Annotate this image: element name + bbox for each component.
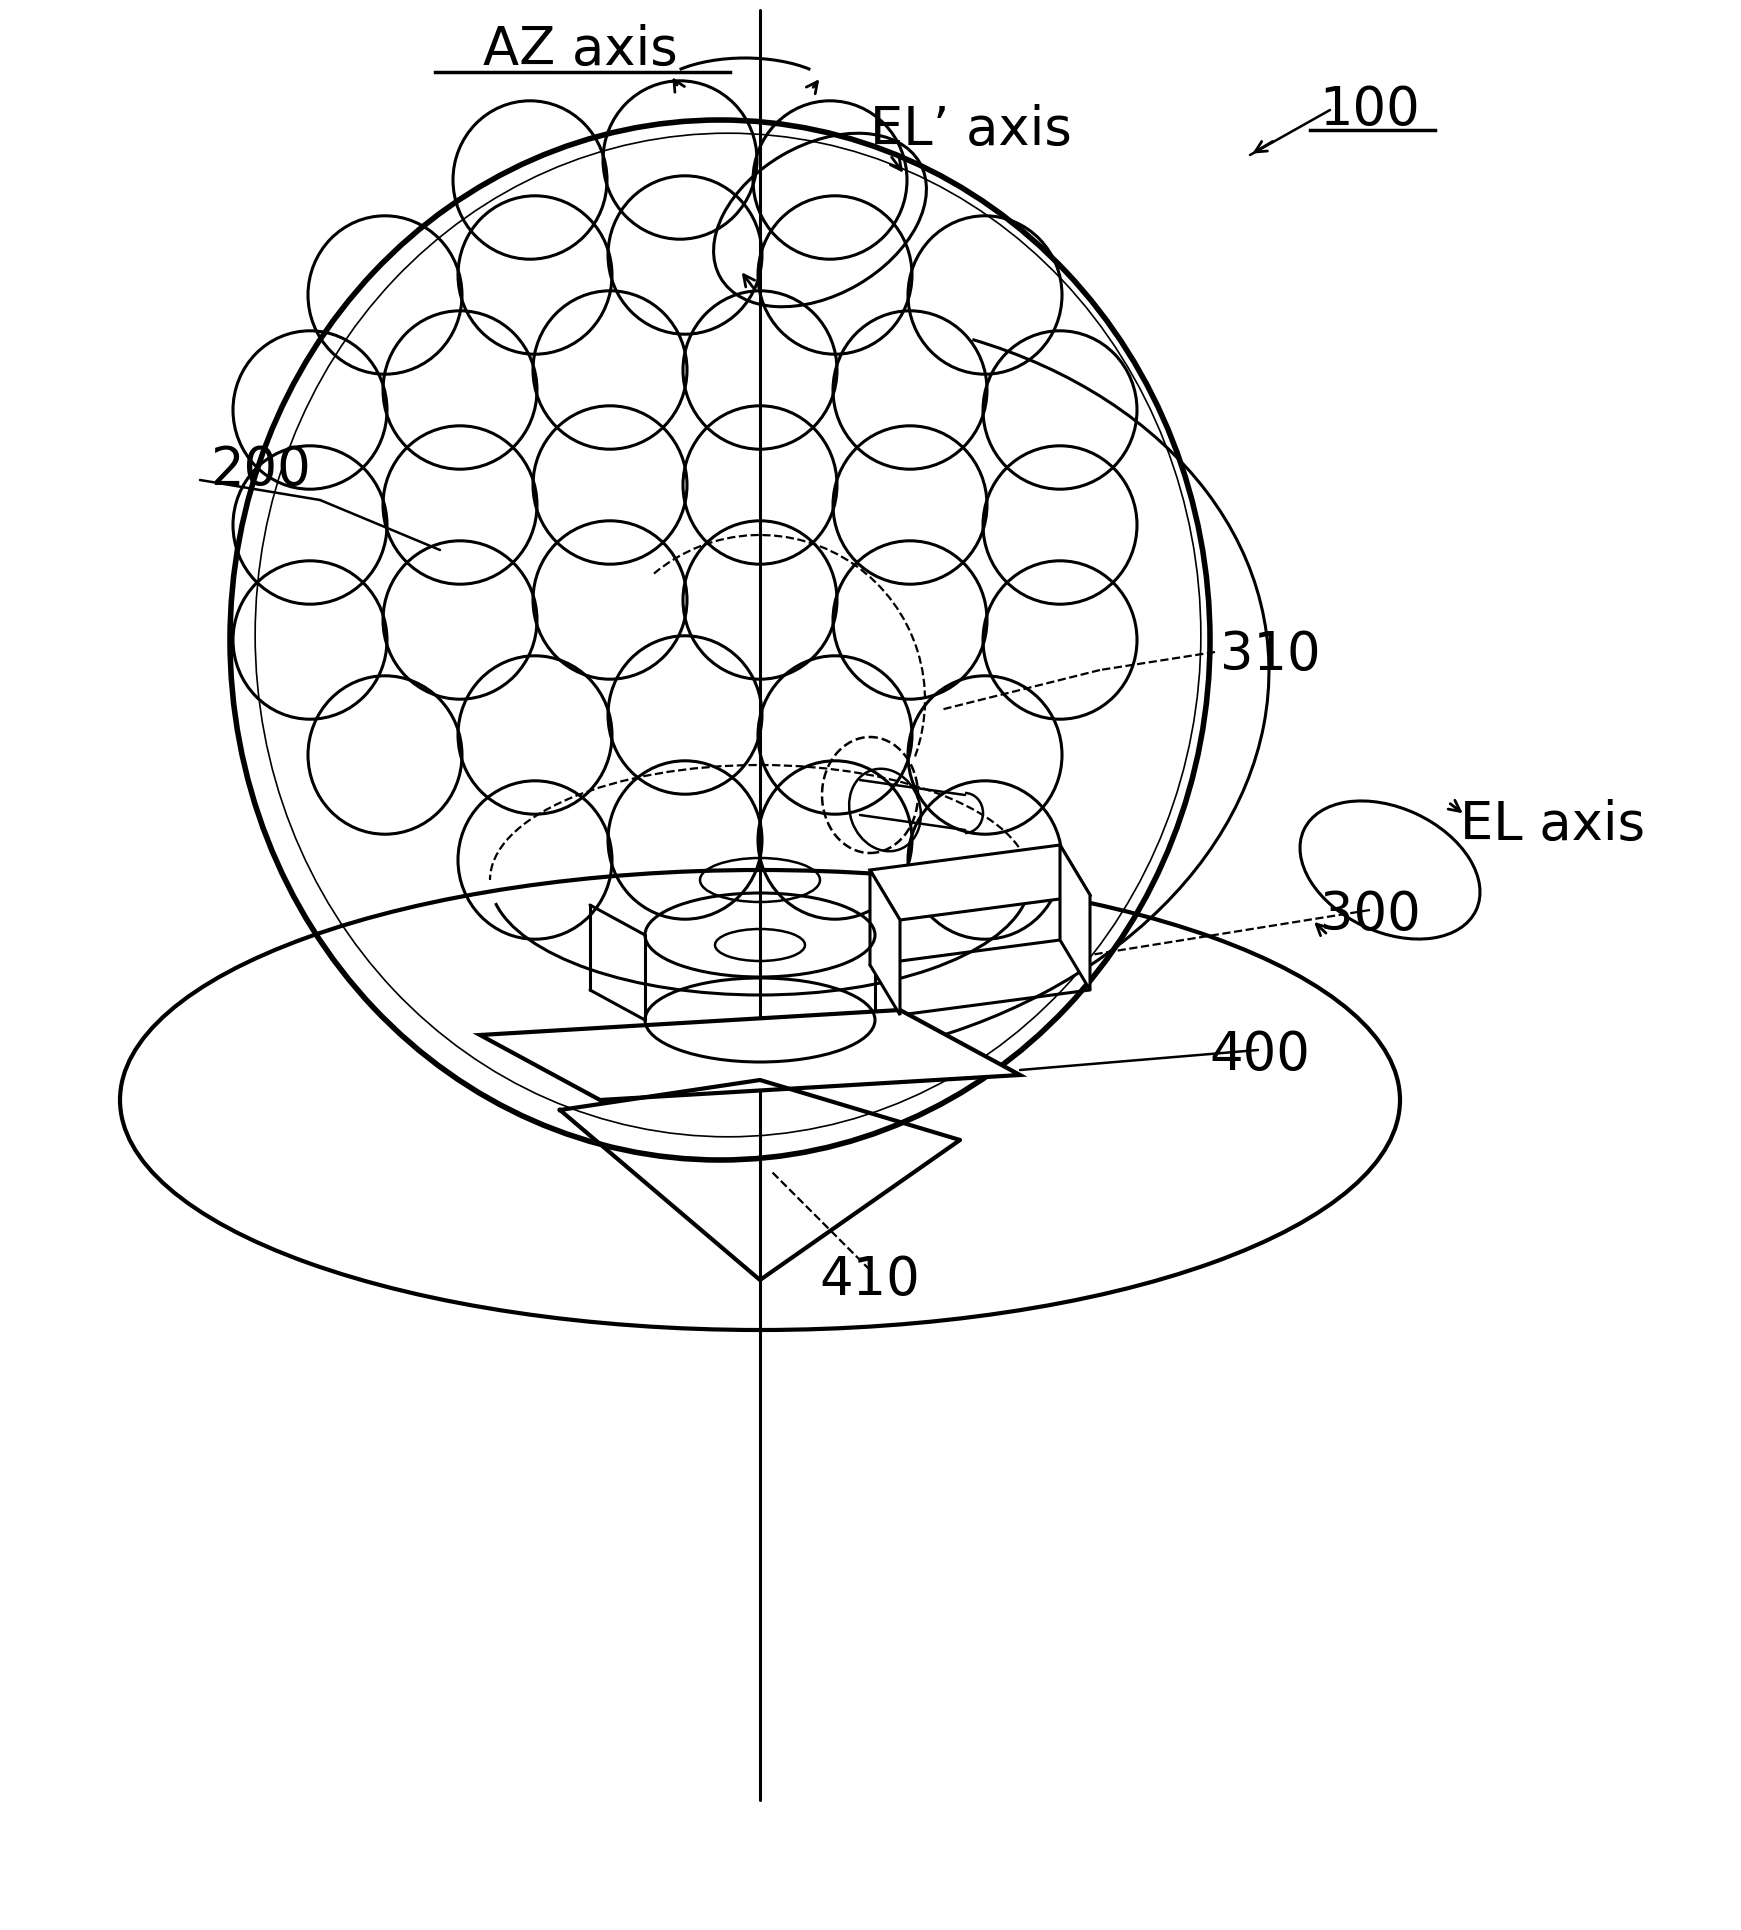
Polygon shape — [1060, 845, 1090, 990]
Text: EL’ axis: EL’ axis — [870, 104, 1072, 156]
Polygon shape — [481, 1009, 1020, 1100]
Polygon shape — [870, 870, 900, 1015]
Polygon shape — [870, 845, 1090, 921]
Text: 400: 400 — [1210, 1029, 1311, 1081]
Text: 200: 200 — [209, 444, 310, 496]
Text: EL axis: EL axis — [1461, 799, 1645, 851]
Text: AZ axis: AZ axis — [482, 23, 677, 75]
Text: 310: 310 — [1220, 629, 1321, 681]
Text: 300: 300 — [1320, 890, 1421, 942]
Text: 100: 100 — [1320, 85, 1421, 135]
Text: 410: 410 — [820, 1254, 921, 1307]
